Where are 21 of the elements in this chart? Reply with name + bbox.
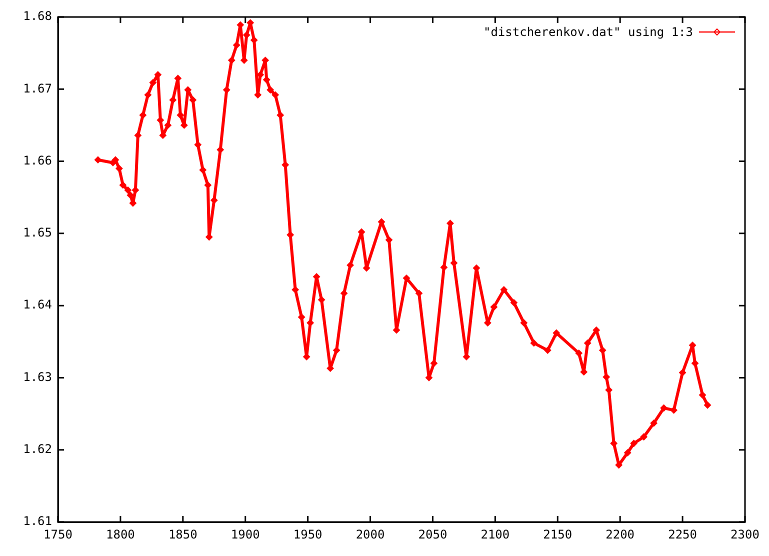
y-tick-label: 1.67 <box>23 81 52 96</box>
legend-label: "distcherenkov.dat" using 1:3 <box>483 25 693 39</box>
x-tick-label: 1900 <box>230 527 260 542</box>
y-tick-label: 1.66 <box>23 153 52 168</box>
x-tick-label: 2200 <box>606 527 635 542</box>
x-tick-label: 2000 <box>356 527 385 542</box>
x-tick-label: 1950 <box>293 527 322 542</box>
x-tick-label: 2100 <box>480 527 510 542</box>
x-tick-label: 1850 <box>168 527 198 542</box>
y-tick-label: 1.63 <box>23 370 52 384</box>
x-tick-label: 1750 <box>44 527 72 542</box>
y-tick-label: 1.62 <box>23 442 52 456</box>
x-tick-label: 2150 <box>543 527 572 542</box>
y-tick-label: 1.65 <box>23 226 52 240</box>
y-tick-label: 1.61 <box>23 514 52 528</box>
y-tick-label: 1.68 <box>23 9 52 24</box>
x-tick-label: 2050 <box>418 527 448 542</box>
x-tick-label: 2250 <box>668 527 697 542</box>
y-tick-label: 1.64 <box>23 298 52 312</box>
x-tick-label: 2300 <box>730 527 760 542</box>
x-tick-label: 1800 <box>106 527 135 542</box>
